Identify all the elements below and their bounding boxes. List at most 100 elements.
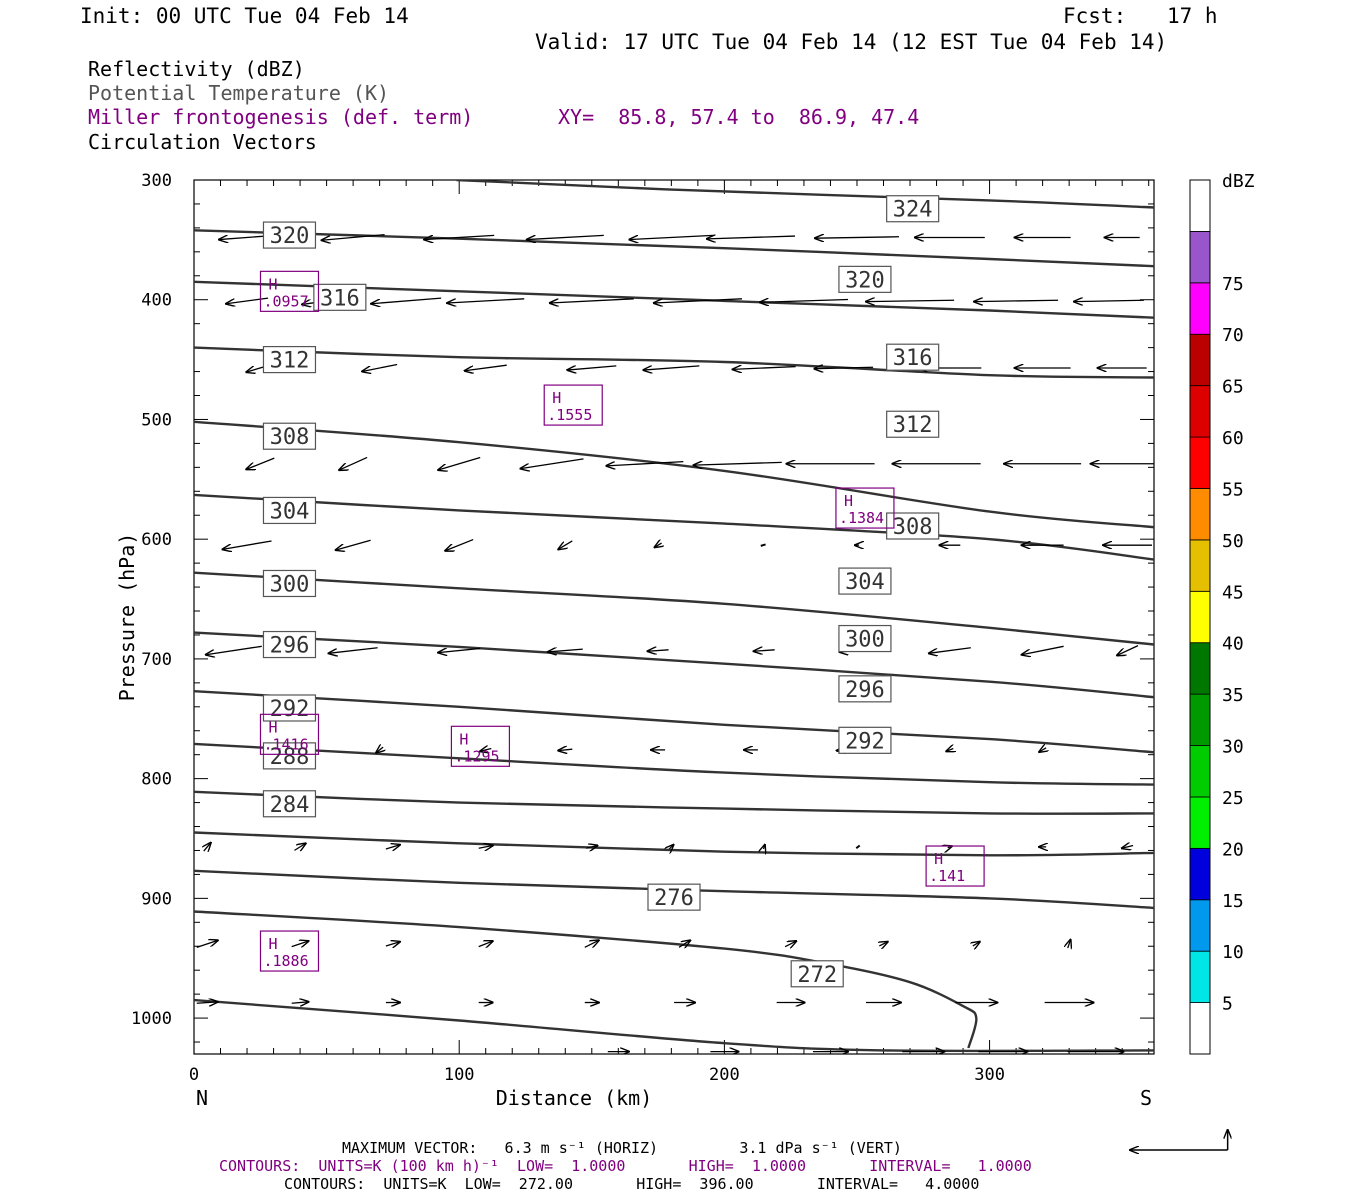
- colorbar-segment: [1189, 488, 1211, 541]
- x-tick-label: 0: [189, 1065, 199, 1085]
- circulation-vector: [548, 649, 583, 652]
- isentrope-300: [194, 571, 1154, 646]
- isentrope-272: [194, 910, 978, 1049]
- circulation-vector: [643, 365, 700, 370]
- circulation-vector: [760, 543, 766, 547]
- colorbar-level-label: 10: [1222, 942, 1244, 963]
- circulation-vector: [291, 1002, 309, 1003]
- field-reflectivity: Reflectivity (dBZ): [88, 57, 305, 81]
- circulation-vector: [465, 364, 507, 371]
- field-potential-temperature: Potential Temperature (K): [88, 81, 390, 105]
- forecast-hour: 17 h: [1167, 4, 1218, 28]
- maximum-vector-note: MAXIMUM VECTOR: 6.3 m s⁻¹ (HORIZ) 3.1 dP…: [342, 1139, 902, 1157]
- frontogenesis-box: [259, 270, 320, 312]
- contour-label: 296: [845, 678, 885, 703]
- reference-vector: [1130, 1130, 1228, 1150]
- circulation-vector: [196, 940, 218, 948]
- contour-label: 312: [893, 413, 933, 438]
- frontogenesis-box: [543, 384, 603, 426]
- colorbar-level-label: 65: [1222, 377, 1244, 398]
- contour-label-box: [262, 630, 317, 659]
- colorbar-level-label: 70: [1222, 325, 1244, 346]
- frontogenesis-value: .1555: [547, 406, 592, 424]
- frontogenesis-box: [259, 713, 320, 755]
- contour-label: 304: [845, 570, 885, 595]
- frontogenesis-high-marker: H: [268, 275, 277, 293]
- colorbar-level-label: 75: [1222, 274, 1244, 295]
- circulation-vector: [974, 300, 1059, 301]
- forecast-label: Fcst:: [1063, 4, 1127, 28]
- colorbar-level-label: 40: [1222, 634, 1244, 655]
- isentrope-280: [194, 831, 1154, 857]
- circulation-vector: [438, 456, 481, 470]
- colorbar-segment: [1189, 282, 1211, 335]
- frontogenesis-box: [925, 845, 985, 887]
- circulation-vector: [521, 458, 584, 469]
- contour-label: 300: [270, 572, 310, 597]
- colorbar-level-label: 25: [1222, 788, 1244, 809]
- endpoint-north: N: [196, 1086, 208, 1110]
- contour-label: 292: [270, 697, 310, 722]
- circulation-vector: [733, 367, 796, 370]
- isentrope-324: [456, 180, 1154, 209]
- circulation-vector: [815, 237, 899, 238]
- colorbar-segment: [1189, 899, 1211, 952]
- circulation-vector: [246, 457, 275, 469]
- circulation-vector: [648, 650, 669, 651]
- circulation-vector: [1074, 300, 1144, 301]
- contour-label-box: [262, 345, 317, 374]
- colorbar-level-label: 30: [1222, 737, 1244, 758]
- contour-label-box: [838, 265, 892, 293]
- contour-label-box: [262, 742, 317, 770]
- circulation-vector: [438, 648, 481, 652]
- circulation-vector: [760, 300, 849, 303]
- colorbar-segment: [1189, 385, 1211, 438]
- colorbar-segment: [1189, 436, 1211, 489]
- isentrope-268: [194, 998, 1154, 1053]
- circulation-vector: [196, 1002, 218, 1003]
- circulation-vector: [946, 748, 953, 751]
- colorbar-segment: [1189, 1002, 1211, 1055]
- circulation-vector: [223, 540, 272, 549]
- contour-label: 304: [270, 499, 310, 524]
- frontogenesis-high-marker: H: [552, 389, 561, 407]
- colorbar-level-label: 50: [1222, 531, 1244, 552]
- frontogenesis-contour-note: CONTOURS: UNITS=K (100 km h)⁻¹ LOW= 1.00…: [219, 1157, 1032, 1175]
- circulation-vector: [1122, 845, 1134, 848]
- y-tick-label: 600: [141, 530, 172, 550]
- contour-label: 324: [893, 198, 933, 223]
- contour-label: 320: [845, 268, 885, 293]
- circulation-vector: [447, 298, 525, 303]
- circulation-vectors: [196, 235, 1154, 1052]
- contour-label-box: [262, 496, 317, 525]
- y-tick-label: 900: [141, 889, 172, 909]
- circulation-vector: [206, 645, 262, 654]
- contour-label: 284: [270, 793, 310, 818]
- contour-label: 320: [270, 224, 310, 249]
- circulation-vector: [879, 942, 887, 946]
- colorbar-segment: [1189, 539, 1211, 592]
- contour-label: 316: [893, 346, 933, 371]
- colorbar-segment: [1189, 179, 1211, 232]
- contour-label: 300: [845, 628, 885, 653]
- colorbar-segment: [1189, 796, 1211, 849]
- contour-label-box: [262, 422, 317, 450]
- colorbar-segment: [1189, 590, 1211, 644]
- frontogenesis-value: .1416: [263, 735, 308, 753]
- circulation-vector: [1068, 940, 1071, 948]
- frontogenesis-high-marker: H: [268, 718, 277, 736]
- frontogenesis-high-marker: H: [934, 850, 943, 868]
- circulation-vector: [866, 300, 955, 301]
- circulation-vector: [678, 940, 690, 947]
- contour-label: 288: [270, 745, 310, 770]
- contour-label-box: [838, 624, 892, 653]
- circulation-vector: [814, 367, 874, 368]
- circulation-vector: [1022, 645, 1064, 654]
- y-tick-label: 500: [141, 410, 172, 430]
- circulation-vector: [606, 461, 684, 466]
- circulation-vector: [329, 647, 378, 654]
- colorbar-level-label: 60: [1222, 428, 1244, 449]
- contour-label-box: [838, 567, 892, 595]
